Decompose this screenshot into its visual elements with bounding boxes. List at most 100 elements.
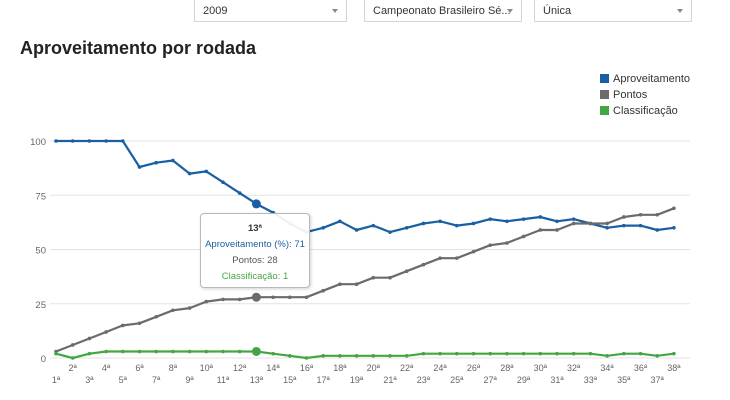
data-point xyxy=(321,354,326,358)
y-tick-label: 25 xyxy=(35,300,46,311)
data-point xyxy=(538,351,543,356)
data-point xyxy=(104,330,108,334)
x-tick-label: 1ª xyxy=(52,375,61,385)
legend-swatch-pontos xyxy=(600,90,609,99)
x-tick-label: 27ª xyxy=(484,375,498,385)
tooltip-pontos: Pontos: 28 xyxy=(232,255,278,266)
y-tick-label: 75 xyxy=(35,191,46,202)
data-point xyxy=(137,321,142,326)
data-point xyxy=(154,160,158,165)
data-point xyxy=(321,288,326,293)
data-point xyxy=(338,219,342,224)
series-line-2 xyxy=(55,350,675,360)
data-point xyxy=(221,180,225,185)
y-tick-label: 0 xyxy=(41,354,46,365)
data-point xyxy=(471,221,476,226)
x-tick-label: 19ª xyxy=(350,375,364,385)
data-point xyxy=(488,351,493,356)
data-point xyxy=(187,349,192,354)
legend-label-classificacao: Classificação xyxy=(613,105,678,117)
data-point xyxy=(672,226,676,230)
x-tick-label: 34ª xyxy=(600,363,614,373)
data-point xyxy=(388,354,392,358)
data-point xyxy=(371,223,376,228)
data-point xyxy=(438,351,442,356)
data-point xyxy=(455,256,459,260)
data-point xyxy=(655,228,659,232)
data-point xyxy=(87,139,92,143)
x-tick-label: 2ª xyxy=(69,363,78,373)
data-point xyxy=(438,219,442,224)
x-tick-label: 12ª xyxy=(233,363,247,373)
chevron-down-icon xyxy=(677,9,683,13)
data-point xyxy=(171,308,175,313)
data-point xyxy=(171,158,175,163)
data-point xyxy=(371,354,376,358)
x-tick-label: 30ª xyxy=(534,363,548,373)
data-point xyxy=(672,351,676,356)
legend-item-pontos[interactable]: Pontos xyxy=(600,89,690,105)
data-point xyxy=(104,139,108,143)
series-line-0 xyxy=(56,139,675,234)
data-point xyxy=(521,351,526,356)
data-point xyxy=(638,351,643,356)
data-point xyxy=(354,354,359,358)
legend-label-aproveitamento: Aproveitamento xyxy=(613,73,691,85)
chart-tooltip: 13ª Aproveitamento (%): 71 Pontos: 28 Cl… xyxy=(200,213,310,288)
chevron-down-icon xyxy=(507,9,513,13)
data-point xyxy=(588,351,593,356)
data-point xyxy=(121,323,125,328)
x-tick-label: 22ª xyxy=(400,363,414,373)
phase-select[interactable]: Única xyxy=(534,0,692,22)
data-point xyxy=(655,354,659,358)
x-tick-label: 15ª xyxy=(283,375,297,385)
x-tick-label: 37ª xyxy=(651,375,665,385)
legend-label-pontos: Pontos xyxy=(613,89,648,101)
data-point xyxy=(354,228,359,232)
y-tick-label: 100 xyxy=(30,137,46,148)
season-select[interactable]: 2009 xyxy=(194,0,347,22)
data-point xyxy=(404,269,409,274)
data-point xyxy=(154,349,158,354)
phase-select-value: Única xyxy=(543,5,572,17)
x-tick-label: 16ª xyxy=(300,363,314,373)
x-tick-label: 11ª xyxy=(217,375,230,385)
data-point xyxy=(521,217,526,221)
data-point xyxy=(221,297,225,302)
data-point xyxy=(571,217,576,221)
data-point xyxy=(471,249,476,254)
data-point xyxy=(121,349,125,354)
data-point xyxy=(488,243,493,247)
data-point xyxy=(571,221,576,226)
data-point xyxy=(70,139,75,143)
x-tick-label: 28ª xyxy=(500,363,514,373)
legend-swatch-aproveitamento xyxy=(600,74,609,83)
data-point xyxy=(655,212,659,217)
data-point xyxy=(354,282,359,287)
x-tick-label: 26ª xyxy=(467,363,481,373)
x-tick-label: 25ª xyxy=(450,375,464,385)
legend-item-aproveitamento[interactable]: Aproveitamento xyxy=(600,73,690,89)
x-tick-label: 13ª xyxy=(250,375,264,385)
data-point xyxy=(104,349,108,354)
competition-select[interactable]: Campeonato Brasileiro Sé... xyxy=(364,0,522,22)
x-tick-label: 17ª xyxy=(317,375,331,385)
x-tick-label: 32ª xyxy=(567,363,581,373)
chevron-down-icon xyxy=(332,9,338,13)
data-point xyxy=(605,226,609,230)
hover-point xyxy=(251,199,261,209)
data-point xyxy=(204,299,209,304)
data-point xyxy=(271,351,275,356)
legend-item-classificacao[interactable]: Classificação xyxy=(600,105,690,121)
data-point xyxy=(304,356,309,360)
data-point xyxy=(70,356,75,360)
data-point xyxy=(271,295,275,300)
data-point xyxy=(555,228,559,232)
x-tick-label: 36ª xyxy=(634,363,648,373)
data-point xyxy=(555,351,559,356)
hover-point xyxy=(251,292,261,302)
x-tick-label: 20ª xyxy=(367,363,381,373)
data-point xyxy=(54,139,58,143)
data-point xyxy=(204,349,209,354)
